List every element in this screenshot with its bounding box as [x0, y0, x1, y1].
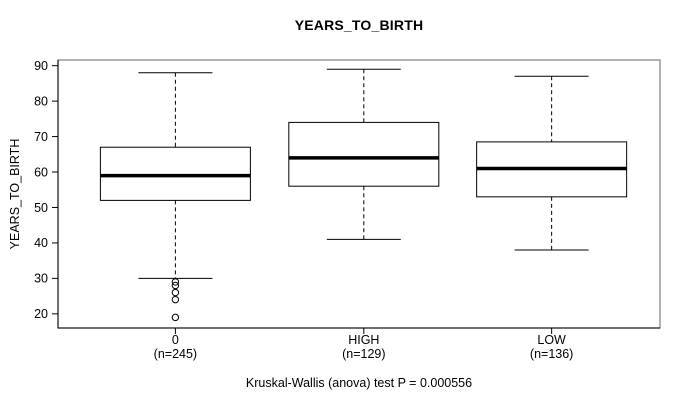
category-name: 0 — [171, 333, 179, 347]
boxplot-group-0 — [99, 72, 251, 334]
outlier-point — [171, 278, 180, 286]
y-tick-label: 20 — [34, 307, 48, 321]
category-label-0: 0 (n=245) — [95, 333, 255, 361]
category-count: (n=245) — [153, 346, 198, 361]
category-name: HIGH — [348, 333, 380, 347]
iqr-box — [288, 121, 440, 187]
y-tick-label: 90 — [34, 59, 48, 73]
y-tick-label: 70 — [34, 130, 48, 144]
outlier-point — [171, 295, 180, 304]
y-tick-label: 50 — [34, 201, 48, 215]
y-tick-label: 30 — [34, 272, 48, 286]
category-label-low: LOW (n=136) — [472, 333, 632, 361]
outlier-point — [171, 281, 180, 290]
y-tick-label: 40 — [34, 236, 48, 250]
chart-title: YEARS_TO_BIRTH — [294, 17, 424, 33]
y-tick-label: 60 — [34, 165, 48, 179]
outlier-point — [171, 313, 180, 322]
category-count: (n=129) — [342, 346, 386, 361]
category-count: (n=136) — [529, 346, 574, 361]
category-name: LOW — [537, 333, 566, 347]
outlier-point — [171, 288, 180, 297]
boxplot-group-high — [288, 68, 440, 334]
kruskal-wallis-annotation: Kruskal-Wallis (anova) test P = 0.000556 — [245, 376, 473, 390]
iqr-box — [99, 146, 251, 201]
y-tick-label: 80 — [34, 94, 48, 108]
boxplot-group-low — [476, 75, 628, 334]
category-label-high: HIGH (n=129) — [284, 333, 444, 361]
